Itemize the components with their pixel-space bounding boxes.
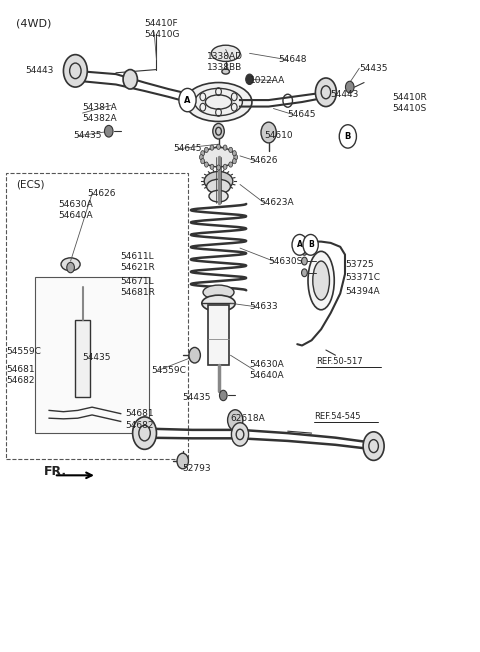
Circle shape — [204, 147, 208, 153]
Text: 54671L
54681R: 54671L 54681R — [120, 277, 156, 297]
Bar — [75, 319, 90, 398]
Circle shape — [315, 78, 336, 106]
Ellipse shape — [68, 364, 97, 383]
Circle shape — [346, 82, 354, 93]
Text: FR.: FR. — [44, 465, 68, 478]
Circle shape — [179, 89, 196, 111]
Ellipse shape — [202, 147, 235, 167]
Text: 54626: 54626 — [250, 156, 278, 165]
Text: 54435: 54435 — [73, 131, 101, 140]
Text: A: A — [184, 96, 191, 104]
Ellipse shape — [308, 251, 334, 310]
Text: 54626: 54626 — [87, 189, 116, 198]
Text: 53371C: 53371C — [345, 273, 380, 282]
Circle shape — [261, 122, 276, 143]
Ellipse shape — [204, 171, 233, 191]
Text: 54648: 54648 — [278, 55, 307, 65]
Text: 52793: 52793 — [183, 464, 211, 473]
Text: 54435: 54435 — [183, 393, 211, 402]
Text: REF.50-517: REF.50-517 — [316, 357, 363, 366]
Text: 1022AA: 1022AA — [250, 76, 285, 85]
Text: 54681
54682: 54681 54682 — [125, 409, 154, 430]
Text: REF.54-545: REF.54-545 — [314, 413, 360, 421]
Ellipse shape — [211, 45, 240, 61]
Circle shape — [210, 164, 214, 170]
Circle shape — [204, 162, 208, 167]
Circle shape — [234, 155, 238, 160]
Circle shape — [63, 55, 87, 87]
Text: B: B — [345, 132, 351, 141]
Circle shape — [301, 269, 307, 276]
Circle shape — [189, 348, 200, 363]
Text: 54630A
54640A: 54630A 54640A — [250, 360, 284, 380]
Circle shape — [232, 158, 236, 164]
Text: 53725: 53725 — [345, 260, 373, 269]
Text: 54559C: 54559C — [152, 366, 187, 375]
Circle shape — [232, 151, 236, 156]
Circle shape — [223, 164, 227, 170]
Circle shape — [363, 432, 384, 460]
Text: 54610: 54610 — [264, 131, 292, 140]
Ellipse shape — [222, 69, 229, 74]
Circle shape — [219, 391, 227, 401]
Text: 54630A
54640A: 54630A 54640A — [59, 200, 94, 220]
Circle shape — [67, 262, 74, 273]
Circle shape — [301, 257, 307, 265]
Text: (4WD): (4WD) — [16, 18, 51, 29]
Text: 54443: 54443 — [331, 91, 359, 99]
Circle shape — [339, 125, 357, 148]
Text: 54630S: 54630S — [269, 257, 303, 265]
Circle shape — [177, 453, 189, 469]
Text: 54645: 54645 — [173, 144, 202, 153]
Circle shape — [246, 74, 253, 85]
Circle shape — [105, 125, 113, 137]
Ellipse shape — [212, 147, 225, 155]
Circle shape — [231, 422, 249, 446]
Text: 62618A: 62618A — [230, 413, 265, 422]
Circle shape — [229, 147, 233, 153]
Text: 54681
54682: 54681 54682 — [6, 364, 35, 385]
Text: 54381A
54382A: 54381A 54382A — [83, 103, 117, 123]
Text: 54435: 54435 — [360, 64, 388, 73]
Ellipse shape — [185, 83, 252, 121]
Text: A: A — [297, 241, 302, 249]
Bar — [35, 277, 149, 433]
Ellipse shape — [61, 258, 80, 271]
Bar — [208, 305, 229, 365]
Ellipse shape — [202, 295, 235, 312]
Text: 54394A: 54394A — [345, 287, 380, 296]
Circle shape — [201, 158, 204, 164]
Circle shape — [216, 144, 220, 149]
Text: 54435: 54435 — [83, 353, 111, 362]
Circle shape — [301, 248, 307, 255]
Text: 54443: 54443 — [25, 67, 54, 76]
Text: 54623A: 54623A — [259, 198, 294, 207]
Text: 54410F
54410G: 54410F 54410G — [144, 20, 180, 39]
Circle shape — [213, 123, 224, 139]
Circle shape — [199, 155, 203, 160]
Circle shape — [229, 162, 233, 167]
Ellipse shape — [203, 285, 234, 299]
Text: 1338AD
1338BB: 1338AD 1338BB — [206, 52, 242, 72]
Circle shape — [223, 145, 227, 150]
Circle shape — [216, 165, 220, 170]
Circle shape — [292, 235, 307, 255]
Text: 54611L
54621R: 54611L 54621R — [120, 252, 156, 273]
Circle shape — [303, 235, 318, 255]
Ellipse shape — [206, 179, 230, 194]
Circle shape — [201, 151, 204, 156]
Circle shape — [123, 70, 137, 89]
Text: 54633: 54633 — [250, 302, 278, 311]
Text: (ECS): (ECS) — [16, 179, 44, 190]
Text: 54645: 54645 — [288, 110, 316, 119]
Bar — [6, 173, 188, 459]
Circle shape — [210, 145, 214, 150]
Ellipse shape — [209, 190, 228, 202]
Ellipse shape — [313, 261, 329, 300]
Text: B: B — [308, 241, 313, 249]
Circle shape — [132, 417, 156, 449]
Text: 54410R
54410S: 54410R 54410S — [393, 93, 428, 113]
Circle shape — [228, 409, 243, 430]
Text: 54559C: 54559C — [6, 348, 41, 357]
